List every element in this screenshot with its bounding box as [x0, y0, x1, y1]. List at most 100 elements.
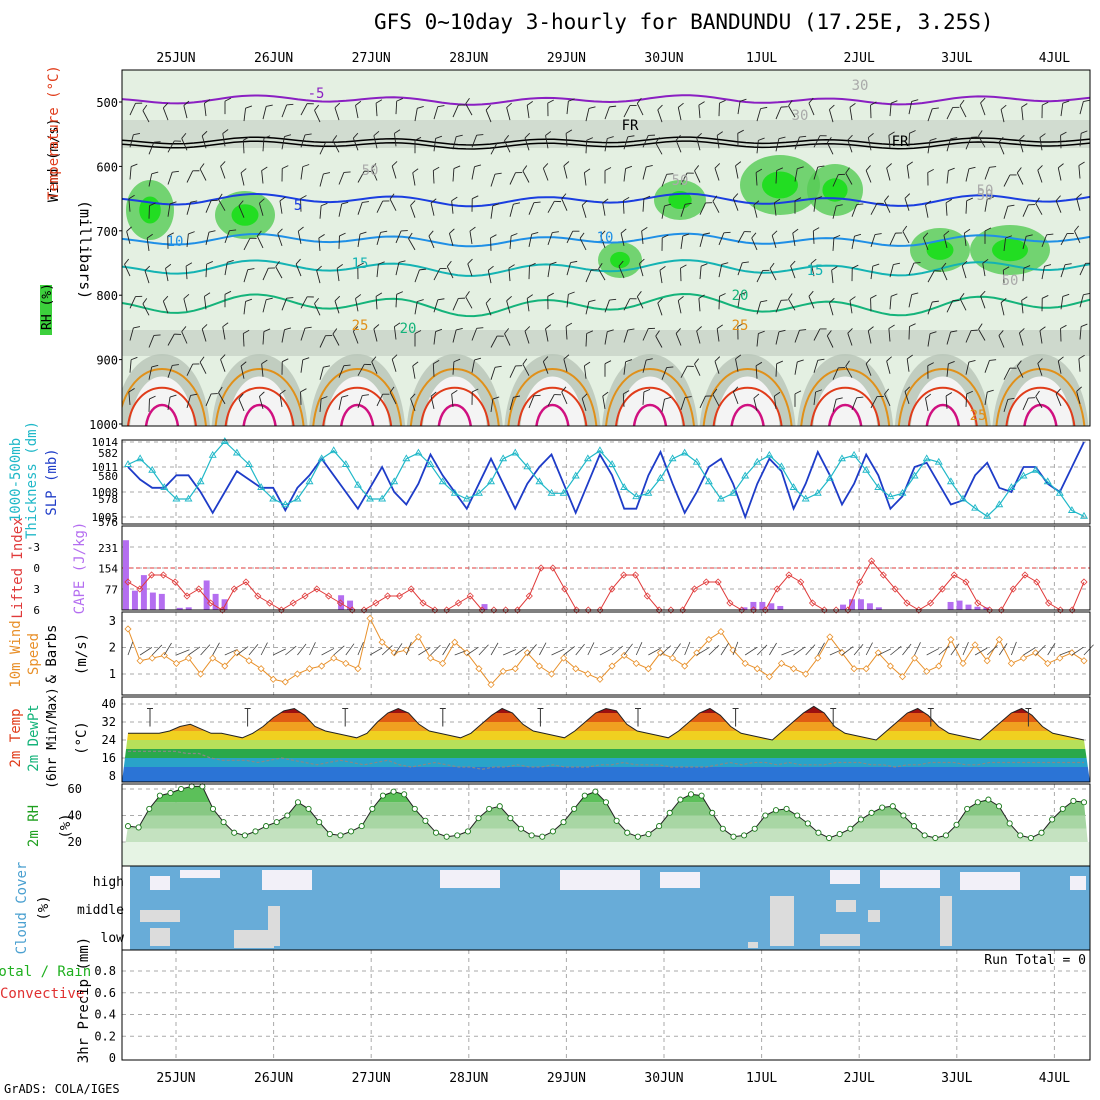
wind-barb — [680, 396, 692, 411]
wind-marker — [318, 662, 326, 670]
thickness-marker — [547, 488, 556, 496]
wind-barb — [128, 388, 135, 405]
wind-barb — [357, 363, 372, 376]
wind-barb — [262, 328, 271, 345]
wind-barb — [336, 264, 343, 282]
wind-barb — [781, 649, 795, 656]
upper-ylabel: (millibars) — [76, 200, 94, 299]
thickness-marker — [511, 448, 520, 456]
li-marker — [1021, 571, 1029, 579]
rh-marker — [1080, 799, 1088, 806]
wind-barb — [832, 173, 846, 187]
wind-barb — [732, 641, 739, 656]
wind-barb — [699, 232, 711, 248]
wind-barb — [718, 262, 729, 278]
wind-barb — [680, 365, 694, 378]
li-marker — [572, 606, 581, 614]
wind-barb — [395, 98, 404, 115]
wind-barb — [805, 644, 816, 656]
wind-barb — [471, 134, 484, 148]
credit-label: GrADS: COLA/IGES — [4, 1082, 120, 1096]
thickness-tick: 582 — [98, 447, 118, 460]
rh-marker — [443, 833, 450, 840]
wind-barb — [129, 326, 141, 341]
wind-barb — [755, 361, 763, 379]
isotherm-10 — [122, 232, 1090, 248]
rh-marker — [390, 788, 397, 795]
wind-barb — [684, 641, 691, 656]
wind-barb — [433, 105, 445, 120]
wind-barb — [485, 297, 492, 316]
wind-barb — [675, 134, 682, 153]
wind-barb — [414, 299, 424, 315]
minmax-label: (6hr Min/Max) — [45, 687, 60, 789]
thickness-marker — [862, 465, 871, 473]
wind-marker — [850, 665, 858, 673]
isotherm-30 — [224, 386, 295, 426]
wind-barb — [139, 647, 153, 656]
wind-barb — [332, 135, 340, 153]
rh-blob-core — [822, 178, 848, 202]
isotherm-25 — [409, 368, 500, 426]
wind-barb — [393, 643, 403, 656]
wind-barb — [375, 292, 383, 310]
wind-tick: 1 — [109, 667, 116, 681]
li-marker — [761, 606, 769, 614]
wind-barb — [524, 326, 531, 344]
wind-barb — [680, 264, 687, 282]
thickness-marker — [269, 494, 278, 502]
wind-barb — [753, 393, 760, 412]
wind-barb — [1060, 263, 1072, 278]
thickness-marker — [378, 494, 387, 502]
wind-barb — [1057, 356, 1064, 374]
wind-barb — [205, 261, 214, 278]
thickness-line — [127, 440, 1085, 518]
wind-barb — [642, 327, 656, 341]
li-marker — [962, 578, 970, 586]
wind-marker — [995, 635, 1003, 644]
wind-barb — [1022, 397, 1036, 411]
wind-barb — [352, 326, 359, 344]
li-marker — [266, 599, 274, 607]
wind-barb — [258, 198, 265, 216]
wind-barb — [545, 324, 552, 342]
rh-marker — [146, 805, 153, 812]
wind-barb — [718, 231, 731, 246]
bottom-date-label: 30JUN — [644, 1071, 683, 1086]
wind-barb — [565, 322, 573, 340]
wind-barb — [338, 171, 351, 185]
wind-barb — [547, 99, 554, 117]
isotherm-25 — [995, 368, 1086, 426]
wind-barb — [828, 297, 835, 316]
li-marker — [879, 571, 887, 579]
wind-barb — [604, 167, 612, 184]
thickness-marker — [535, 477, 544, 485]
wind-barb — [262, 135, 271, 152]
wind-barb — [561, 386, 568, 405]
wind-marker — [160, 651, 168, 660]
wind-marker — [1007, 659, 1015, 667]
wind-barb — [908, 262, 921, 276]
wind-barb — [959, 293, 967, 311]
thickness-marker — [293, 494, 302, 502]
wind-marker — [197, 670, 205, 678]
rh-marker — [985, 796, 992, 803]
wind-barb — [965, 166, 976, 182]
wind-barb — [471, 357, 482, 373]
wind-barb — [794, 197, 802, 214]
wind-barb — [545, 131, 552, 149]
wind-barb — [696, 132, 702, 151]
thickness-marker — [850, 450, 859, 458]
li-marker — [820, 606, 828, 614]
wind-barb — [845, 167, 853, 185]
cape-bar — [768, 603, 775, 610]
rh-marker — [879, 804, 886, 811]
wind-barb — [487, 265, 494, 284]
wind-barb — [318, 234, 325, 251]
wind-barb — [528, 394, 541, 409]
li-tick: 0 — [33, 562, 40, 575]
thickness-marker — [148, 465, 157, 473]
wind-marker — [560, 654, 568, 662]
wind-barb — [490, 335, 504, 348]
wind-barb — [756, 106, 768, 122]
